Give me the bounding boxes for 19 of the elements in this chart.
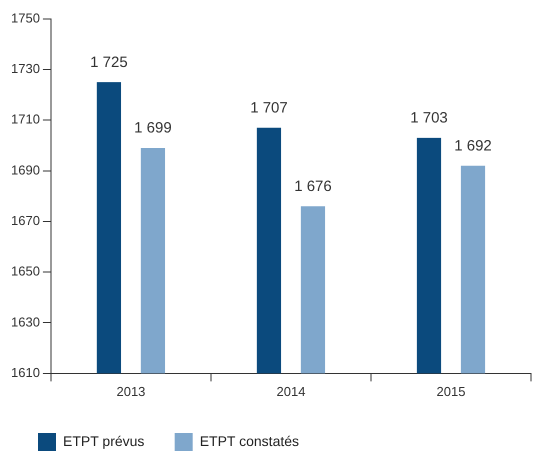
data-label: 1 692 bbox=[454, 137, 492, 154]
x-tick-label: 2014 bbox=[276, 384, 306, 399]
y-tick-label: 1610 bbox=[11, 364, 40, 380]
y-tick-label: 1670 bbox=[11, 213, 40, 228]
y-tick-label: 1710 bbox=[11, 112, 40, 127]
y-tick-label: 1690 bbox=[11, 162, 40, 178]
y-tick-label: 1730 bbox=[11, 61, 40, 76]
data-label: 1 699 bbox=[134, 120, 172, 137]
data-label: 1 707 bbox=[250, 99, 288, 116]
data-label: 1 676 bbox=[294, 178, 332, 195]
y-tick-label: 1750 bbox=[11, 10, 40, 26]
y-tick-label: 1630 bbox=[11, 314, 40, 330]
y-tick-label: 1650 bbox=[11, 264, 40, 279]
x-tick-label: 2015 bbox=[436, 384, 466, 399]
data-label: 1 725 bbox=[90, 54, 128, 71]
x-tick-label: 2013 bbox=[116, 384, 146, 399]
legend-label: ETPT prévus bbox=[63, 432, 144, 449]
legend-label: ETPT constatés bbox=[200, 432, 300, 449]
data-label: 1 703 bbox=[410, 109, 448, 126]
